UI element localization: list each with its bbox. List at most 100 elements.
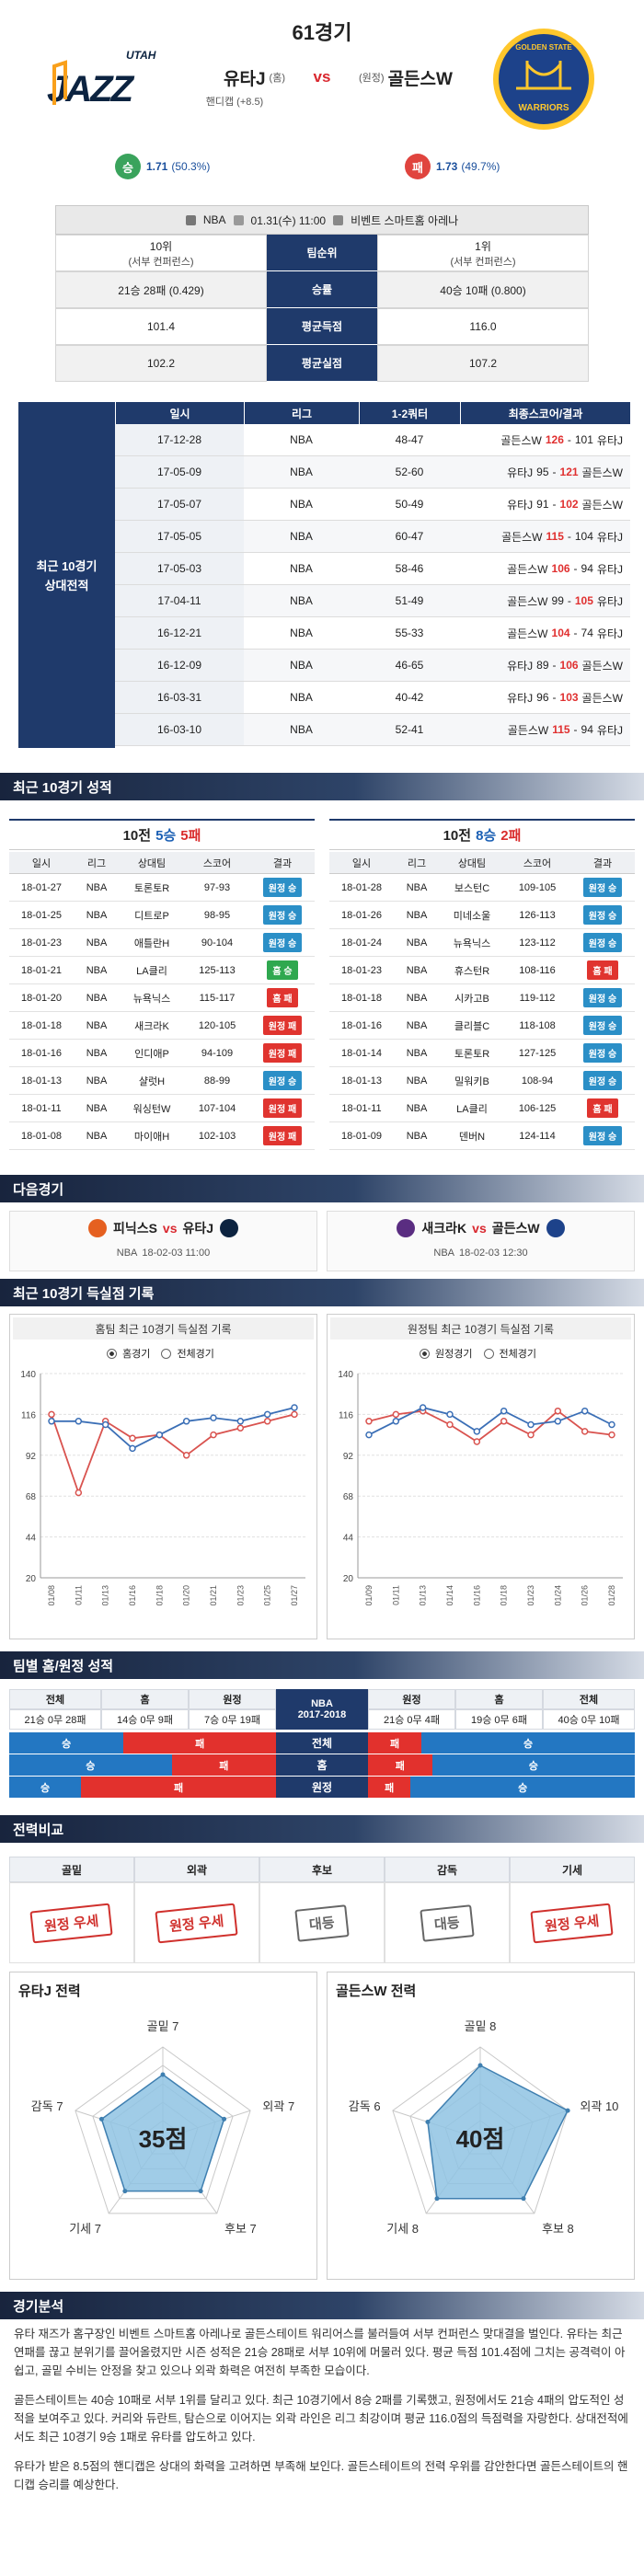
radio[interactable] [483,1348,494,1359]
record-cell: 88-99 [184,1067,250,1095]
chart-filters: 홈경기 전체경기 [9,1343,317,1363]
league: NBA [244,585,359,617]
record-cell: 18-01-25 [9,902,74,929]
column-header: 최종스코어/결과 [460,402,630,424]
season-text: 2017-2018 [297,1709,347,1720]
axis-value: 10 [605,2099,618,2113]
radar-area [427,2064,569,2200]
record-title-part: 8승 [476,828,497,844]
record-cell: 원정 승 [570,1012,635,1040]
radar-label: 후보 8 [542,2222,574,2236]
opponent: 워싱턴W [132,1103,171,1115]
y-tick-label: 20 [343,1574,354,1584]
radar-point [521,2196,526,2202]
record-cell: 18-01-08 [9,1122,74,1150]
record-cell: NBA [74,929,120,957]
final-score: 골든스W 106-94 유타J [460,553,630,585]
point [75,1489,83,1497]
team: 골든스W [507,562,548,576]
team: 골든스W [581,466,623,479]
score: 115 [546,530,564,543]
final-score: 골든스W 104-74 유타J [460,617,630,650]
radar-total: 40점 [456,2125,505,2153]
record-title-part: 5승 [155,828,177,844]
row-label: 원정 [276,1776,368,1798]
odds-pct: (50.3%) [171,160,211,173]
loss-bar: 패 [171,1754,276,1776]
grid-ring [92,2064,234,2200]
y-tick-label: 92 [343,1452,354,1462]
score: 119-112 [519,992,556,1004]
record-cell: 새크라K [120,1012,184,1040]
radar-total: 35점 [139,2125,188,2153]
date: 17-05-03 [115,553,244,585]
score: 91 [536,498,549,511]
record-cell: 90-104 [184,929,250,957]
league: NBA [406,1130,428,1142]
logo-bridge [516,61,571,90]
record-cell: 애틀란H [120,929,184,957]
record-cell: 125-113 [184,957,250,984]
record-cell: NBA [74,902,120,929]
record-cell: 뉴욕닉스 [440,929,504,957]
series-line [368,1407,613,1436]
record-cell: 홈 패 [250,984,315,1012]
win-bar: 승 [410,1776,635,1798]
chart-panel [9,1314,317,1639]
comparison-cell: 대등 [259,1882,385,1963]
separator: - [567,433,571,446]
score: 88-99 [203,1075,231,1087]
league: NBA [116,1248,138,1259]
section-header: 전력비교 [0,1815,644,1843]
team: 유타J [596,530,623,544]
record-cell: NBA [74,957,120,984]
score: 118-108 [519,1019,556,1031]
radio[interactable] [420,1348,431,1359]
score: 98-95 [203,909,231,921]
point [155,1431,164,1439]
league: NBA [86,1075,108,1087]
row-label: 홈 [276,1754,368,1776]
bar-label: 승 [86,1760,96,1772]
score: 108-94 [521,1075,554,1087]
opponent: 인디애P [134,1048,169,1060]
x-tick-label: 01/18 [500,1585,509,1606]
axis-value: 7 [172,2019,178,2033]
separator: - [567,530,571,543]
score: 95 [536,466,549,478]
half-score: 46-65 [359,650,460,682]
radio[interactable] [107,1348,118,1359]
radar-panel [9,1972,317,2280]
league: NBA [406,964,428,976]
result-badge: 원정 패 [262,1126,303,1145]
x-tick-label: 01/21 [209,1585,218,1606]
team: 유타J [596,594,623,608]
record-cell: 시카고B [440,984,504,1012]
bar-label: 승 [528,1760,538,1772]
record-cell: NBA [394,1040,440,1067]
point [554,1418,562,1425]
date: 16-12-21 [115,617,244,650]
score: 102 [559,498,579,511]
datetime: 01.31(수) 11:00 [250,213,327,227]
logo-text: UTAH [126,49,156,62]
final-score: 골든스W 126-101 유타J [460,424,630,456]
opponent: 새크라K [134,1020,169,1032]
team: 유타J [507,498,534,512]
separator: - [573,723,578,736]
next-teams: 새크라K vs 골든스W [327,1214,635,1242]
radar-label: 감독 7 [31,2099,63,2113]
record-header: 전체 [543,1689,635,1709]
record-cell: 원정 승 [570,929,635,957]
separator: - [552,466,557,478]
vs: vs [472,1221,487,1236]
record-cell: 97-93 [184,874,250,902]
axis-name: 기세 [69,2222,91,2236]
score: 106 [551,562,570,575]
team: 골든스W [507,627,548,640]
y-tick-label: 68 [343,1492,354,1502]
record-cell: 127-125 [504,1040,570,1067]
record-cell: 원정 패 [250,1095,315,1122]
radio[interactable] [161,1348,172,1359]
